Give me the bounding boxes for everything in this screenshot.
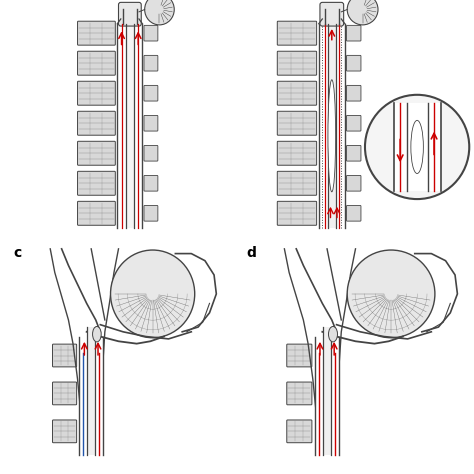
Bar: [323, 327, 331, 455]
FancyBboxPatch shape: [144, 175, 158, 191]
Text: d: d: [246, 246, 256, 261]
Bar: [118, 24, 142, 228]
FancyBboxPatch shape: [118, 2, 141, 26]
FancyBboxPatch shape: [78, 201, 115, 225]
FancyBboxPatch shape: [346, 116, 361, 131]
FancyBboxPatch shape: [53, 382, 77, 405]
FancyBboxPatch shape: [144, 26, 158, 41]
Ellipse shape: [411, 120, 423, 173]
Circle shape: [110, 250, 195, 337]
FancyBboxPatch shape: [78, 51, 115, 75]
FancyBboxPatch shape: [277, 141, 317, 165]
Circle shape: [145, 0, 174, 25]
FancyBboxPatch shape: [78, 81, 115, 105]
FancyBboxPatch shape: [78, 111, 115, 135]
FancyBboxPatch shape: [277, 171, 317, 195]
FancyBboxPatch shape: [53, 344, 77, 367]
FancyBboxPatch shape: [346, 55, 361, 71]
Bar: [315, 337, 339, 455]
FancyBboxPatch shape: [277, 201, 317, 225]
Circle shape: [347, 250, 435, 337]
FancyBboxPatch shape: [320, 2, 344, 26]
Bar: [87, 327, 95, 455]
FancyBboxPatch shape: [346, 146, 361, 161]
FancyBboxPatch shape: [277, 81, 317, 105]
FancyBboxPatch shape: [144, 55, 158, 71]
Bar: [126, 24, 134, 228]
Bar: [328, 24, 336, 228]
Ellipse shape: [328, 327, 337, 342]
Bar: [79, 337, 103, 455]
FancyBboxPatch shape: [287, 420, 312, 443]
FancyBboxPatch shape: [144, 206, 158, 221]
Circle shape: [365, 95, 469, 199]
Ellipse shape: [328, 80, 336, 192]
Bar: [319, 24, 345, 228]
FancyBboxPatch shape: [78, 21, 115, 45]
FancyBboxPatch shape: [144, 85, 158, 101]
FancyBboxPatch shape: [346, 85, 361, 101]
FancyBboxPatch shape: [346, 206, 361, 221]
FancyBboxPatch shape: [346, 175, 361, 191]
FancyBboxPatch shape: [78, 171, 115, 195]
FancyBboxPatch shape: [346, 26, 361, 41]
FancyBboxPatch shape: [144, 146, 158, 161]
FancyBboxPatch shape: [277, 111, 317, 135]
FancyBboxPatch shape: [287, 344, 312, 367]
Ellipse shape: [92, 327, 101, 342]
Bar: [393, 103, 441, 191]
Text: c: c: [14, 246, 22, 261]
FancyBboxPatch shape: [144, 116, 158, 131]
FancyBboxPatch shape: [53, 420, 77, 443]
Circle shape: [347, 0, 378, 25]
FancyBboxPatch shape: [277, 21, 317, 45]
FancyBboxPatch shape: [277, 51, 317, 75]
FancyBboxPatch shape: [287, 382, 312, 405]
FancyBboxPatch shape: [78, 141, 115, 165]
